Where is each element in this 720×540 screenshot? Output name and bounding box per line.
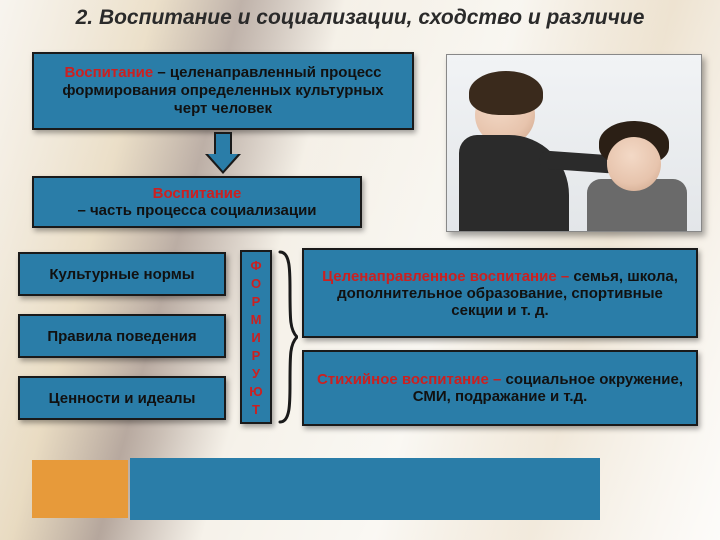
part-emph: Воспитание [153, 185, 242, 202]
part-rest: – часть процесса социализации [77, 202, 316, 219]
upbringing-photo [446, 54, 702, 232]
vletter: Т [252, 403, 260, 416]
right-item-text: Стихийное воспитание – социальное окруже… [314, 371, 686, 405]
slide-title: 2. Воспитание и социализации, сходство и… [0, 6, 720, 30]
left-item-label: Ценности и идеалы [49, 390, 196, 407]
curly-bracket-icon [276, 250, 298, 424]
vletter: У [252, 367, 260, 380]
definition-text: Воспитание – целенаправленный процесс фо… [44, 64, 402, 118]
definition-box: Воспитание – целенаправленный процесс фо… [32, 52, 414, 130]
footer-bar [130, 458, 600, 520]
right-item-emph: Целенаправленное воспитание – [322, 268, 573, 285]
right-item-text: Целенаправленное воспитание – семья, шко… [314, 268, 686, 319]
vletter: Ф [250, 259, 261, 272]
part-of-socialization-box: Воспитание – часть процесса социализации [32, 176, 362, 228]
right-item-emph: Стихийное воспитание – [317, 371, 506, 388]
left-item-label: Культурные нормы [49, 266, 194, 283]
orange-square [32, 460, 128, 518]
vletter: Ю [249, 385, 262, 398]
left-item-behavior-rules: Правила поведения [18, 314, 226, 358]
vletter: О [251, 277, 261, 290]
left-item-values-ideals: Ценности и идеалы [18, 376, 226, 420]
part-text: Воспитание – часть процесса социализации [77, 185, 316, 220]
vletter: Р [252, 295, 261, 308]
vletter: М [251, 313, 262, 326]
definition-emph: Воспитание [64, 64, 153, 81]
vletter: И [251, 331, 260, 344]
vletter: Р [252, 349, 261, 362]
right-item-spontaneous: Стихийное воспитание – социальное окруже… [302, 350, 698, 426]
right-item-purposeful: Целенаправленное воспитание – семья, шко… [302, 248, 698, 338]
vertical-word-formiruyut: Ф О Р М И Р У Ю Т [240, 250, 272, 424]
left-item-cultural-norms: Культурные нормы [18, 252, 226, 296]
left-item-label: Правила поведения [47, 328, 196, 345]
